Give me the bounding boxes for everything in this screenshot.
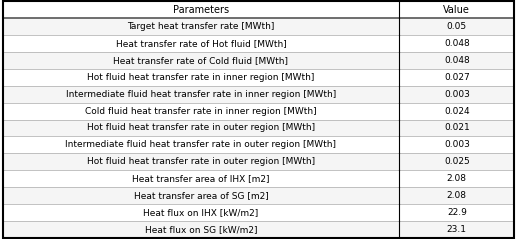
Bar	[3, 187, 514, 204]
Bar	[3, 69, 514, 86]
Text: Heat flux on SG [kW/m2]: Heat flux on SG [kW/m2]	[145, 225, 257, 234]
Text: Heat transfer rate of Hot fluid [MWth]: Heat transfer rate of Hot fluid [MWth]	[115, 39, 286, 48]
Text: Hot fluid heat transfer rate in outer region [MWth]: Hot fluid heat transfer rate in outer re…	[87, 124, 315, 132]
Bar	[3, 18, 514, 35]
Text: 0.05: 0.05	[447, 22, 467, 31]
Text: 0.021: 0.021	[444, 124, 470, 132]
Text: 0.003: 0.003	[444, 140, 470, 149]
Bar	[3, 204, 514, 221]
Text: Heat transfer area of SG [m2]: Heat transfer area of SG [m2]	[133, 191, 268, 200]
Text: 0.024: 0.024	[444, 107, 469, 115]
Bar	[3, 120, 514, 136]
Bar	[3, 52, 514, 69]
Text: Cold fluid heat transfer rate in inner region [MWth]: Cold fluid heat transfer rate in inner r…	[85, 107, 317, 115]
Text: 0.003: 0.003	[444, 90, 470, 99]
Text: Heat transfer rate of Cold fluid [MWth]: Heat transfer rate of Cold fluid [MWth]	[113, 56, 288, 65]
Bar	[3, 35, 514, 52]
Text: 23.1: 23.1	[447, 225, 467, 234]
Text: Intermediate fluid heat transfer rate in inner region [MWth]: Intermediate fluid heat transfer rate in…	[66, 90, 336, 99]
Text: 0.048: 0.048	[444, 56, 470, 65]
Text: Intermediate fluid heat transfer rate in outer region [MWth]: Intermediate fluid heat transfer rate in…	[66, 140, 337, 149]
Text: Hot fluid heat transfer rate in inner region [MWth]: Hot fluid heat transfer rate in inner re…	[87, 73, 315, 82]
Text: Hot fluid heat transfer rate in outer region [MWth]: Hot fluid heat transfer rate in outer re…	[87, 157, 315, 166]
Bar	[3, 1, 514, 18]
Bar	[3, 153, 514, 170]
Text: 0.027: 0.027	[444, 73, 470, 82]
Text: Value: Value	[444, 5, 470, 15]
Bar	[3, 136, 514, 153]
Text: 2.08: 2.08	[447, 191, 467, 200]
Text: Heat transfer area of IHX [m2]: Heat transfer area of IHX [m2]	[132, 174, 270, 183]
Text: 22.9: 22.9	[447, 208, 467, 217]
Bar	[3, 221, 514, 238]
Bar	[3, 103, 514, 120]
Text: Target heat transfer rate [MWth]: Target heat transfer rate [MWth]	[127, 22, 275, 31]
Bar	[3, 170, 514, 187]
Text: 2.08: 2.08	[447, 174, 467, 183]
Text: 0.025: 0.025	[444, 157, 470, 166]
Bar	[3, 86, 514, 103]
Text: Parameters: Parameters	[173, 5, 229, 15]
Text: 0.048: 0.048	[444, 39, 470, 48]
Text: Heat flux on IHX [kW/m2]: Heat flux on IHX [kW/m2]	[143, 208, 258, 217]
